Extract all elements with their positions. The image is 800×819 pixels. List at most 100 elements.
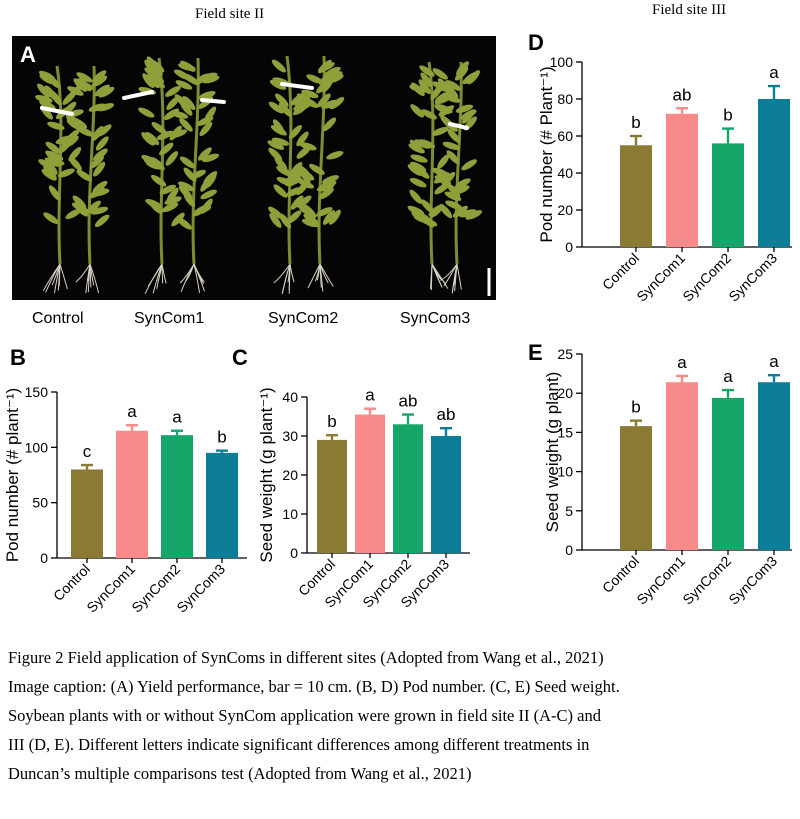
pod [76, 169, 92, 182]
pod [156, 130, 174, 140]
pod [138, 107, 155, 118]
chart-e-bar-0 [620, 426, 652, 550]
pod [91, 75, 108, 87]
plant-tag [280, 82, 314, 90]
pod [322, 175, 339, 184]
root [87, 263, 91, 282]
pod [434, 182, 450, 195]
chart-d-bar-3 [758, 99, 790, 247]
pod [35, 94, 53, 103]
pod [179, 118, 193, 132]
pod [89, 155, 104, 169]
chart-c-y-tick-label: 40 [282, 389, 298, 405]
pod [98, 86, 115, 98]
pod [420, 72, 433, 88]
pod [269, 213, 282, 228]
pod [444, 84, 459, 99]
root [193, 263, 201, 293]
photo-label-control: Control [32, 310, 84, 327]
chart-d-y-tick-label: 80 [557, 91, 573, 107]
pod [279, 213, 292, 229]
site-title-2: Field site II [195, 6, 265, 22]
pod [165, 85, 181, 97]
chart-b-bar-3 [206, 452, 238, 558]
pod [76, 80, 94, 91]
pod [145, 199, 162, 209]
pod [287, 210, 302, 224]
pod [446, 183, 461, 198]
chart-b-bar-2 [161, 435, 193, 558]
pod [276, 165, 293, 177]
photo-label-syncom3: SynCom3 [400, 310, 471, 327]
pod [178, 181, 195, 192]
pod [179, 156, 195, 169]
chart-d-significance-label: b [631, 113, 640, 132]
pod [174, 69, 191, 80]
pod [444, 191, 462, 201]
pod [328, 209, 341, 225]
pod [142, 73, 155, 89]
pod [151, 174, 167, 187]
plant-illustration [35, 55, 491, 296]
chart-d-bar-1 [666, 113, 698, 247]
chart-b-bar-0 [71, 469, 103, 558]
pod [165, 151, 179, 166]
root [144, 263, 163, 294]
pod [273, 184, 288, 198]
pod [442, 141, 460, 150]
pod [271, 137, 290, 146]
pod [178, 185, 193, 200]
pod [462, 72, 478, 85]
chart-d-y-tick-label: 60 [557, 128, 573, 144]
pod [275, 93, 289, 107]
chart-d-category-label: SynCom1 [633, 250, 688, 305]
pod [290, 195, 304, 210]
plant-group-3 [407, 61, 483, 294]
pod [409, 178, 427, 188]
pod [197, 147, 212, 161]
root [193, 263, 205, 292]
caption-line-3: Soybean plants with or without SynCom ap… [8, 706, 601, 725]
pod [267, 140, 285, 150]
pod [196, 116, 214, 126]
pod [420, 199, 435, 214]
pod [180, 60, 196, 72]
pod [452, 205, 468, 218]
pod [318, 62, 335, 72]
pod [90, 206, 109, 215]
plant-stem [285, 55, 293, 265]
root [59, 263, 68, 290]
pod [48, 185, 61, 201]
panel-letter-b: B [10, 345, 26, 370]
chart-b-y-tick-label: 100 [25, 439, 49, 455]
pod [198, 90, 216, 100]
chart-d-y-tick-label: 40 [557, 165, 573, 181]
chart-e-category-label: SynCom3 [725, 553, 780, 608]
pod [67, 86, 84, 96]
pod [175, 80, 193, 90]
pod [301, 218, 320, 228]
pod [180, 101, 193, 116]
root [430, 263, 433, 289]
root [289, 263, 295, 283]
pod [47, 157, 65, 166]
chart-c-significance-label: ab [399, 392, 418, 411]
pod [439, 204, 453, 219]
chart-e-bar-3 [758, 382, 790, 550]
chart-e-significance-label: a [677, 353, 687, 372]
pod [288, 125, 302, 139]
pod [465, 210, 483, 220]
pod [454, 178, 471, 189]
pod [460, 109, 477, 120]
chart-e-y-tick-label: 0 [565, 542, 573, 558]
pod [89, 187, 105, 199]
chart-c-significance-label: ab [437, 405, 456, 424]
pod [293, 103, 309, 116]
plant-stem [87, 65, 96, 265]
pod [141, 132, 155, 146]
pod [45, 160, 58, 175]
pod [94, 84, 110, 97]
pod [37, 83, 51, 98]
pod [269, 79, 287, 90]
